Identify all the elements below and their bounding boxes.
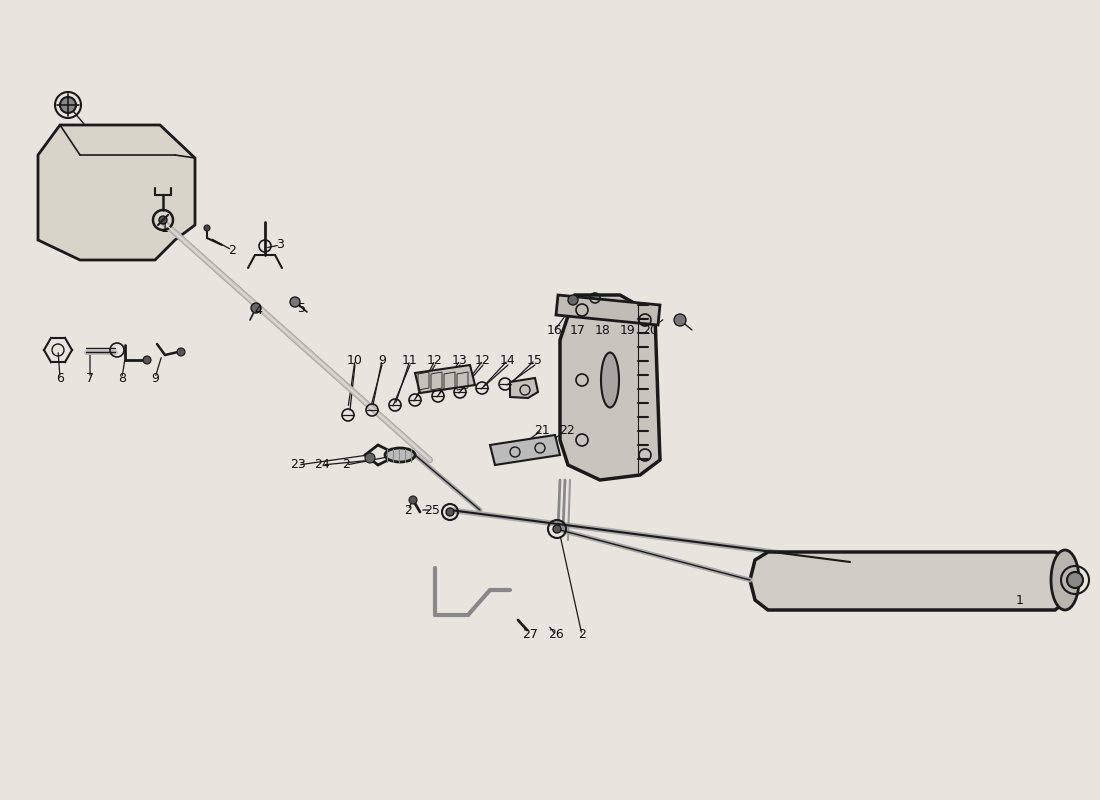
- Text: 26: 26: [548, 629, 564, 642]
- Text: 13: 13: [452, 354, 468, 366]
- Text: 8: 8: [118, 371, 127, 385]
- Text: 17: 17: [570, 323, 586, 337]
- Text: 2: 2: [404, 503, 411, 517]
- Ellipse shape: [1050, 550, 1079, 610]
- Text: 18: 18: [595, 323, 610, 337]
- Text: 19: 19: [620, 323, 636, 337]
- Ellipse shape: [601, 353, 619, 407]
- Text: 5: 5: [298, 302, 306, 314]
- Text: 21: 21: [535, 423, 550, 437]
- Polygon shape: [39, 125, 195, 260]
- Circle shape: [290, 297, 300, 307]
- Circle shape: [204, 225, 210, 231]
- Circle shape: [409, 496, 417, 504]
- Circle shape: [1067, 572, 1084, 588]
- Circle shape: [177, 348, 185, 356]
- Text: 9: 9: [378, 354, 386, 366]
- Text: 27: 27: [522, 629, 538, 642]
- Text: 15: 15: [527, 354, 543, 366]
- Circle shape: [553, 525, 561, 533]
- Text: 9: 9: [151, 371, 158, 385]
- Polygon shape: [560, 295, 660, 480]
- Text: 25: 25: [425, 503, 440, 517]
- Circle shape: [365, 453, 375, 463]
- Circle shape: [446, 508, 454, 516]
- Circle shape: [674, 314, 686, 326]
- Polygon shape: [750, 552, 1075, 610]
- Text: 12: 12: [475, 354, 491, 366]
- Text: 1: 1: [161, 222, 169, 234]
- Text: 7: 7: [86, 371, 94, 385]
- Text: 24: 24: [315, 458, 330, 471]
- Ellipse shape: [385, 448, 415, 462]
- Circle shape: [251, 303, 261, 313]
- Polygon shape: [556, 295, 660, 325]
- Text: 1: 1: [1016, 594, 1024, 606]
- Text: 22: 22: [559, 423, 575, 437]
- Polygon shape: [490, 435, 560, 465]
- Polygon shape: [510, 378, 538, 398]
- Text: 12: 12: [427, 354, 443, 366]
- Text: 10: 10: [348, 354, 363, 366]
- Text: 2: 2: [342, 458, 350, 471]
- Text: 23: 23: [290, 458, 306, 471]
- Text: 16: 16: [547, 323, 563, 337]
- Text: 11: 11: [403, 354, 418, 366]
- Text: 2: 2: [579, 629, 586, 642]
- Text: 2: 2: [228, 243, 235, 257]
- Text: 14: 14: [500, 354, 516, 366]
- Text: 3: 3: [276, 238, 284, 251]
- Circle shape: [60, 97, 76, 113]
- Circle shape: [143, 356, 151, 364]
- Text: 4: 4: [254, 303, 262, 317]
- Text: 6: 6: [56, 371, 64, 385]
- Text: 20: 20: [642, 323, 658, 337]
- Circle shape: [568, 295, 578, 305]
- Polygon shape: [415, 365, 475, 393]
- Circle shape: [160, 216, 167, 224]
